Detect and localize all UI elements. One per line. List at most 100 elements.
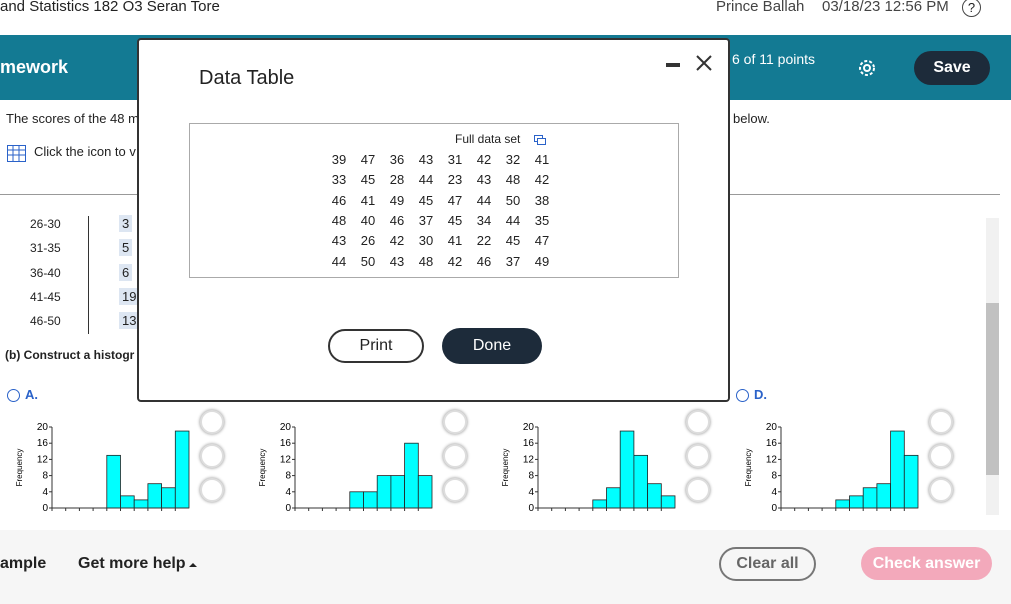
- help-link[interactable]: Get more help: [78, 555, 186, 572]
- bar: [876, 483, 891, 509]
- check-answer-button[interactable]: Check answer: [861, 547, 992, 580]
- zoom-in[interactable]: [443, 410, 467, 434]
- data-value: 37: [418, 212, 434, 228]
- radio[interactable]: [736, 389, 749, 402]
- y-axis-label: Frequency: [258, 449, 267, 487]
- bar: [390, 475, 405, 509]
- class-label: 26-30: [30, 217, 61, 231]
- zoom-out[interactable]: [929, 444, 953, 468]
- bar: [660, 495, 676, 509]
- data-value: 49: [389, 192, 405, 208]
- zoom-in[interactable]: [200, 410, 224, 434]
- zoom-out[interactable]: [443, 444, 467, 468]
- settings-icon[interactable]: [856, 57, 878, 79]
- bar: [363, 491, 378, 509]
- data-value: 22: [476, 233, 492, 249]
- bar: [106, 454, 121, 509]
- user-name: Prince Ballah: [716, 0, 805, 15]
- data-value: 46: [389, 212, 405, 228]
- data-value: 34: [476, 212, 492, 228]
- example-link[interactable]: ample: [0, 555, 47, 572]
- class-label: 41-45: [30, 289, 61, 304]
- data-value: 46: [331, 192, 347, 208]
- data-value: 40: [360, 212, 376, 228]
- data-value: 42: [389, 233, 405, 249]
- class-label: 46-50: [30, 314, 61, 329]
- data-value: 43: [418, 152, 434, 167]
- data-value: 47: [534, 233, 550, 249]
- data-value: 48: [505, 172, 521, 188]
- data-value: 50: [505, 192, 521, 208]
- histogram: Frequency 0 4 8 12 16 20: [15, 422, 190, 514]
- y-tick-label: 20: [280, 422, 292, 433]
- table-icon[interactable]: [7, 145, 26, 162]
- data-value: 35: [534, 212, 550, 228]
- y-axis-label: Frequency: [501, 449, 510, 487]
- data-value: 31: [447, 152, 463, 167]
- bar: [161, 487, 176, 509]
- class-label: 36-40: [30, 265, 61, 280]
- y-tick-label: 8: [528, 471, 534, 482]
- open-new[interactable]: [443, 478, 467, 502]
- data-value: 44: [505, 212, 521, 228]
- histogram: Frequency 0 4 8 12 16 20: [744, 422, 919, 514]
- bar: [619, 430, 635, 509]
- open-new[interactable]: [929, 478, 953, 502]
- close-button[interactable]: [696, 55, 712, 71]
- done-button[interactable]: Done: [442, 328, 542, 364]
- zoom-in[interactable]: [686, 410, 710, 434]
- open-new[interactable]: [686, 478, 710, 502]
- bar: [174, 430, 190, 509]
- frequency: 19: [119, 287, 140, 305]
- data-value: 43: [389, 253, 405, 269]
- data-value: 33: [331, 172, 347, 188]
- y-tick-label: 8: [42, 471, 48, 482]
- y-axis-label: Frequency: [15, 449, 24, 487]
- copy-icon[interactable]: [534, 135, 546, 145]
- part-b: (b) Construct a histogr: [5, 348, 135, 362]
- zoom-out[interactable]: [200, 444, 224, 468]
- print-button[interactable]: Print: [328, 329, 424, 363]
- zoom-out[interactable]: [686, 444, 710, 468]
- zoom-in[interactable]: [929, 410, 953, 434]
- course-title: and Statistics 182 O3 Seran Tore: [0, 0, 220, 15]
- data-value: 28: [389, 172, 405, 188]
- bar: [647, 483, 662, 509]
- y-tick-label: 20: [766, 422, 778, 433]
- data-value: 42: [447, 253, 463, 269]
- icon-text: Click the icon to v: [34, 144, 136, 159]
- y-tick-label: 4: [42, 487, 48, 498]
- class-label: 31-35: [30, 241, 61, 256]
- minimize-button[interactable]: [666, 63, 680, 67]
- y-tick-label: 20: [523, 422, 535, 433]
- bar: [592, 499, 607, 509]
- data-value: 32: [505, 152, 521, 167]
- data-value: 48: [331, 212, 347, 228]
- clear-all-button[interactable]: Clear all: [719, 547, 816, 581]
- histogram: Frequency 0 4 8 12 16 20: [258, 422, 433, 514]
- frequency: 13: [119, 312, 140, 330]
- data-value: 41: [447, 233, 463, 249]
- points: 6 of 11 points: [732, 51, 816, 67]
- data-value: 49: [534, 253, 550, 269]
- y-tick-label: 12: [523, 454, 535, 465]
- radio[interactable]: [7, 389, 20, 402]
- y-tick-label: 4: [285, 487, 291, 498]
- y-tick-label: 0: [771, 503, 777, 514]
- histogram: Frequency 0 4 8 12 16 20: [501, 422, 676, 514]
- open-new[interactable]: [200, 478, 224, 502]
- bar: [349, 491, 364, 509]
- bar: [404, 442, 419, 509]
- bar: [849, 495, 864, 509]
- scroll-thumb[interactable]: [986, 303, 999, 475]
- y-tick-label: 16: [766, 438, 778, 449]
- data-value: 43: [331, 233, 347, 249]
- y-tick-label: 0: [42, 503, 48, 514]
- data-value: 36: [389, 152, 405, 167]
- data-value: 45: [447, 212, 463, 228]
- save-button[interactable]: Save: [914, 51, 990, 85]
- help-button[interactable]: ?: [962, 0, 981, 17]
- y-tick-label: 16: [523, 438, 535, 449]
- y-tick-label: 16: [37, 438, 49, 449]
- data-value: 47: [360, 152, 376, 167]
